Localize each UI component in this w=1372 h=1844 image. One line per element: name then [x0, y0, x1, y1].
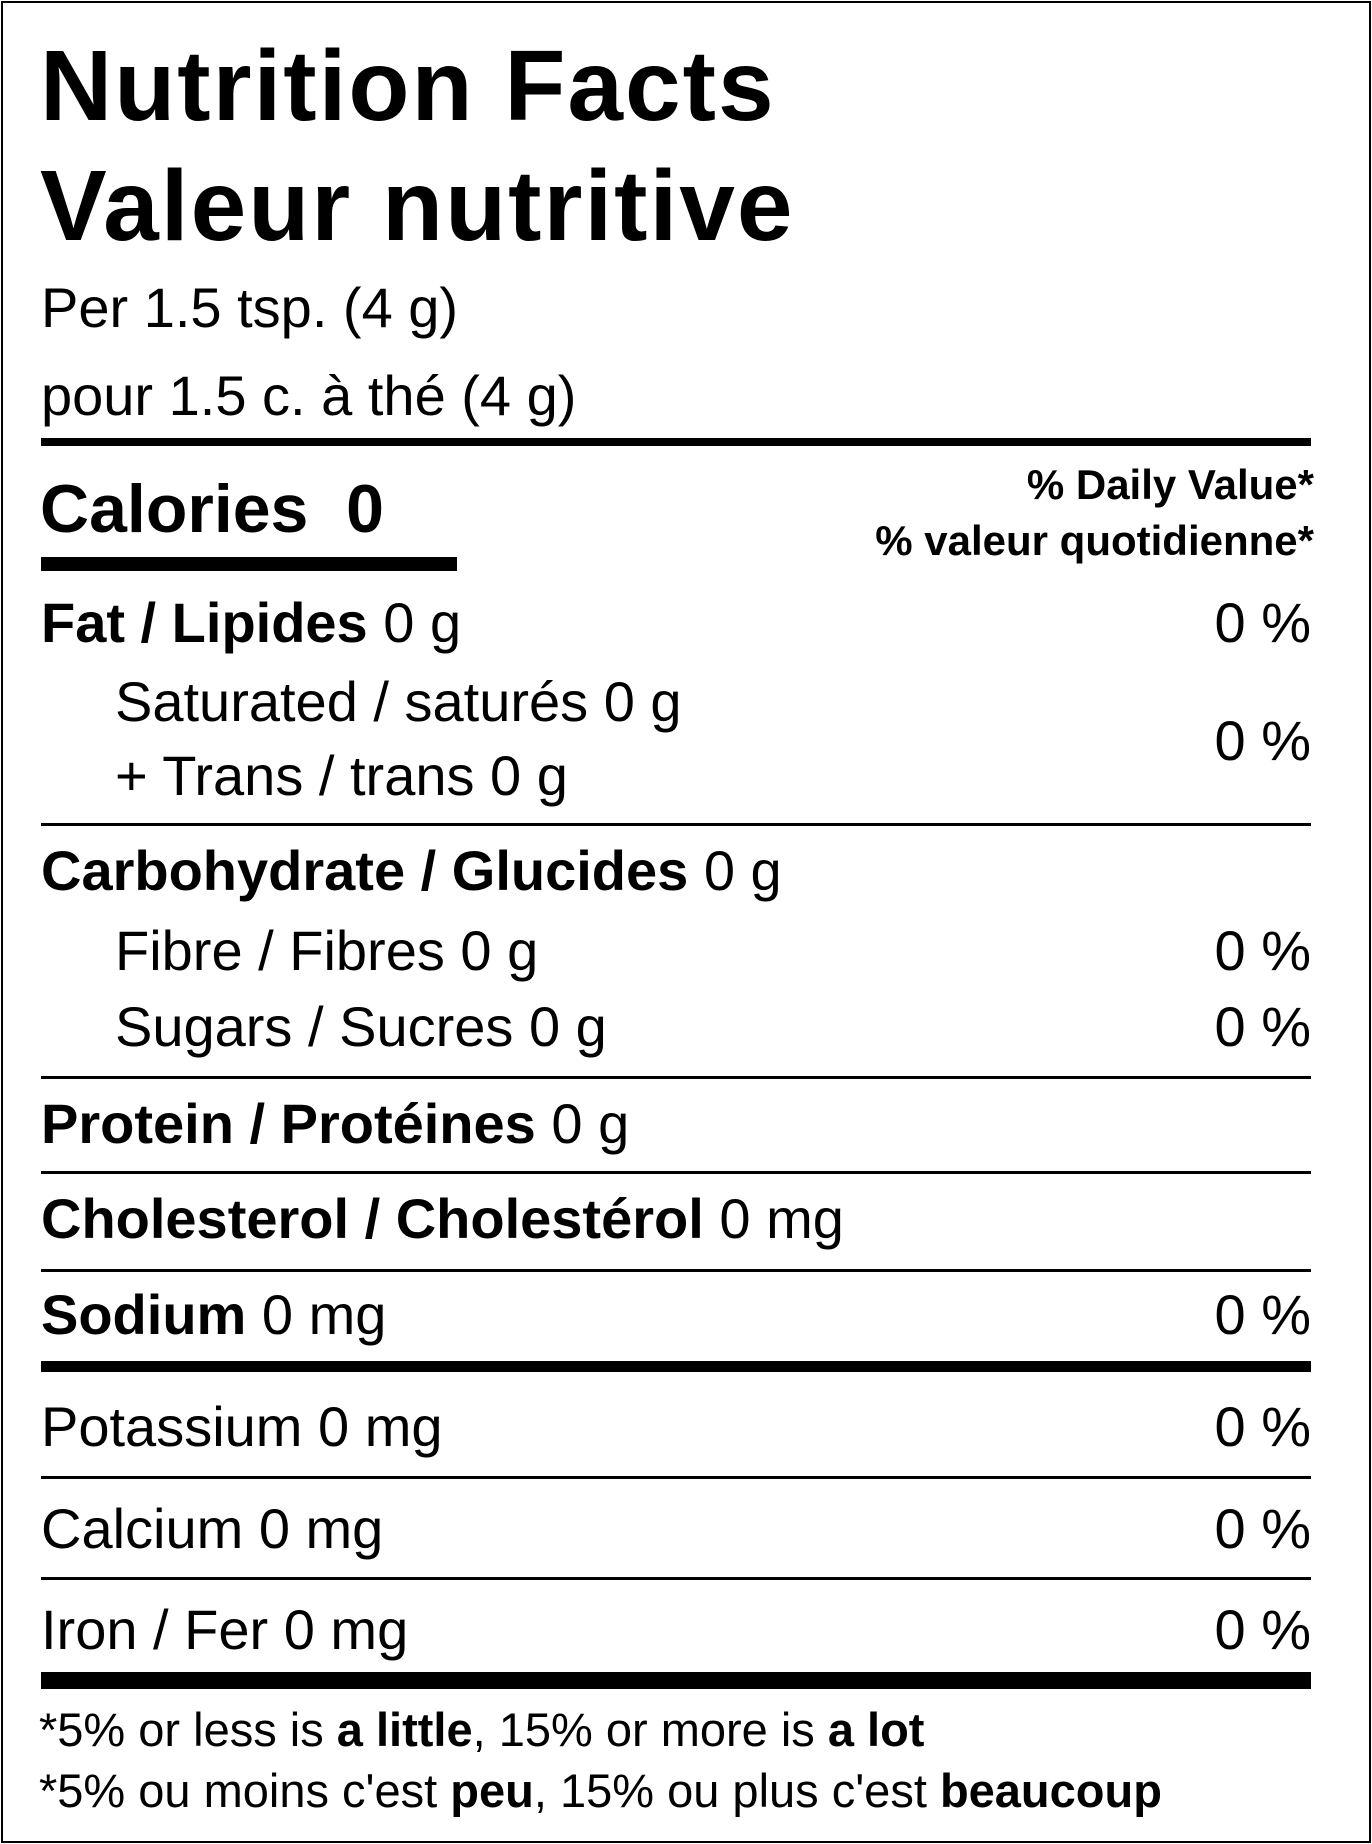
daily-value-header-english: % Daily Value*: [1026, 461, 1314, 508]
calories-value: 0: [346, 471, 384, 547]
divider: [41, 1269, 1311, 1272]
fat-amount: 0 g: [383, 591, 462, 654]
thick-divider: [41, 1672, 1311, 1689]
sugars-row: Sugars / Sucres 0 g: [115, 995, 607, 1058]
footnote-emphasis: beaucoup: [939, 1764, 1162, 1817]
divider: [41, 1171, 1311, 1174]
footnote-text: *5% or less is: [39, 1703, 337, 1756]
saturated-trans-dv: 0 %: [1214, 709, 1312, 772]
thick-divider: [41, 438, 1311, 446]
footnote-emphasis: peu: [450, 1764, 534, 1817]
calories-row: Calories 0: [40, 475, 384, 543]
iron-dv: 0 %: [1214, 1598, 1312, 1661]
serving-size-english: Per 1.5 tsp. (4 g): [41, 276, 459, 339]
sodium-dv: 0 %: [1214, 1283, 1312, 1346]
calcium-row: Calcium 0 mg: [41, 1497, 384, 1560]
calories-label: Calories: [40, 471, 309, 547]
footnote-text: *5% ou moins c'est: [39, 1764, 451, 1817]
footnote-text: , 15% or more is: [472, 1703, 828, 1756]
thick-divider: [41, 1361, 1311, 1372]
cholesterol-amount: 0 mg: [719, 1187, 844, 1250]
calcium-dv: 0 %: [1214, 1497, 1312, 1560]
footnote-french: *5% ou moins c'est peu, 15% ou plus c'es…: [39, 1767, 1162, 1814]
title-french: Valeur nutritive: [40, 150, 795, 262]
divider: [41, 1577, 1311, 1580]
calories-underline: [41, 557, 457, 571]
fibre-dv: 0 %: [1214, 919, 1312, 982]
footnote-emphasis: a lot: [827, 1703, 925, 1756]
carbohydrate-amount: 0 g: [703, 839, 782, 902]
protein-label: Protein / Protéines: [41, 1092, 536, 1155]
daily-value-header-french: % valeur quotidienne*: [875, 517, 1314, 564]
footnote-text: , 15% ou plus c'est: [533, 1764, 940, 1817]
saturated-row: Saturated / saturés 0 g: [115, 670, 682, 733]
fat-dv: 0 %: [1214, 591, 1312, 654]
cholesterol-row: Cholesterol / Cholestérol 0 mg: [41, 1191, 844, 1247]
footnote-english: *5% or less is a little, 15% or more is …: [39, 1706, 924, 1753]
sugars-dv: 0 %: [1214, 995, 1312, 1058]
divider: [41, 823, 1311, 826]
footnote-emphasis: a little: [336, 1703, 473, 1756]
title-english: Nutrition Facts: [40, 30, 776, 142]
carbohydrate-label: Carbohydrate / Glucides: [41, 839, 689, 902]
carbohydrate-row: Carbohydrate / Glucides 0 g: [41, 843, 782, 899]
cholesterol-label: Cholesterol / Cholestérol: [41, 1187, 704, 1250]
sodium-row: Sodium 0 mg: [41, 1287, 386, 1343]
protein-amount: 0 g: [551, 1092, 630, 1155]
potassium-row: Potassium 0 mg: [41, 1395, 443, 1458]
sodium-label: Sodium: [41, 1283, 247, 1346]
potassium-dv: 0 %: [1214, 1395, 1312, 1458]
trans-row: + Trans / trans 0 g: [115, 744, 568, 807]
sodium-amount: 0 mg: [261, 1283, 387, 1346]
divider: [41, 1476, 1311, 1479]
fat-row: Fat / Lipides 0 g: [41, 595, 461, 651]
fat-label: Fat / Lipides: [41, 591, 368, 654]
protein-row: Protein / Protéines 0 g: [41, 1096, 629, 1152]
divider: [41, 1076, 1311, 1079]
iron-row: Iron / Fer 0 mg: [41, 1598, 409, 1661]
serving-size-french: pour 1.5 c. à thé (4 g): [41, 364, 577, 427]
fibre-row: Fibre / Fibres 0 g: [115, 919, 539, 982]
